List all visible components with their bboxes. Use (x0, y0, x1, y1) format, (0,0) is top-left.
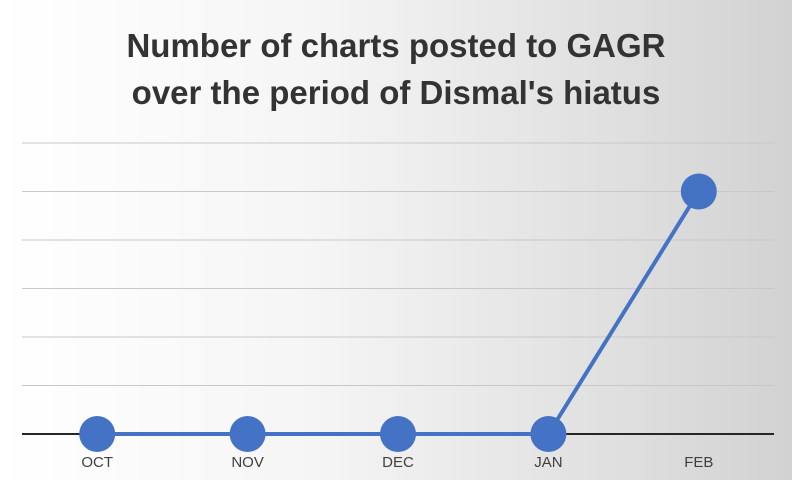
data-point-feb (680, 173, 717, 210)
chart-title-line-2: over the period of Dismal's hiatus (131, 74, 661, 111)
x-tick-label-feb: FEB (684, 454, 713, 471)
data-point-jan (530, 416, 567, 452)
data-point-dec (380, 416, 416, 452)
chart-title-line-1: Number of charts posted to GAGR (126, 27, 666, 64)
series-line (97, 190, 701, 436)
gridlines (22, 142, 774, 386)
chart-title: Number of charts posted to GAGR over the… (0, 22, 792, 116)
series-markers (79, 173, 717, 452)
x-tick-labels: OCT NOV DEC JAN FEB (81, 454, 713, 471)
x-tick-label-jan: JAN (534, 454, 562, 471)
x-tick-label-oct: OCT (81, 454, 113, 471)
data-point-oct (79, 416, 116, 452)
x-tick-label-dec: DEC (382, 454, 414, 471)
x-tick-label-nov: NOV (231, 454, 264, 471)
data-point-nov (229, 416, 266, 452)
